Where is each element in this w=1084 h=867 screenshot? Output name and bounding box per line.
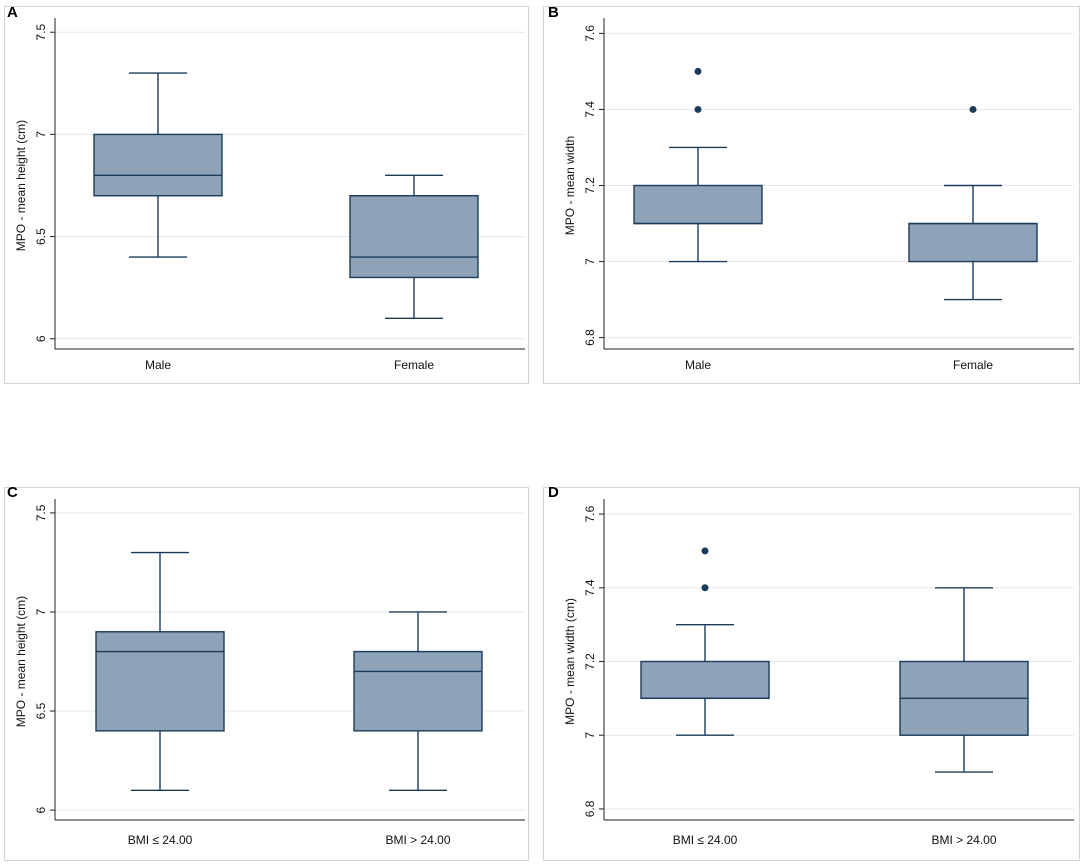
y-tick-label-1: 7 (583, 732, 597, 739)
panel-letter-a: A (7, 4, 18, 21)
y-tick-label-2: 7.2 (583, 653, 597, 670)
outlier-point-1 (694, 67, 702, 75)
iqr-box (353, 650, 483, 732)
panel-letter-c: C (7, 484, 18, 501)
box-group-1 (899, 587, 1029, 773)
panel-d: 6.8 7 7.2 7.4 7.6 MPO - mean width (cm) BMI ≤ … (543, 487, 1080, 861)
iqr-box (95, 631, 225, 732)
y-tick-label-3: 7.5 (34, 504, 48, 521)
y-tick-label-0: 6.8 (583, 800, 597, 817)
box-group-0 (93, 72, 223, 258)
y-tick-label-0: 6.8 (583, 329, 597, 346)
y-axis-label: MPO - mean width (563, 136, 577, 235)
iqr-box (633, 184, 763, 225)
y-tick-label-3: 7.4 (583, 579, 597, 596)
chart-c: 6 6.5 7 7.5 MPO - mean height (cm) BMI ≤ 24.0… (14, 499, 525, 847)
box-group-1 (908, 105, 1038, 301)
box-group-0 (633, 67, 763, 263)
outlier-point-0 (701, 584, 709, 592)
y-tick-label-1: 7 (583, 258, 597, 265)
x-category-label-0: Male (685, 358, 711, 372)
outlier-point-0 (694, 105, 702, 113)
y-tick-label-4: 7.6 (583, 505, 597, 522)
chart-a: 6 6.5 7 7.5 MPO - mean height (cm) Male Female (14, 18, 525, 372)
panel-letter-b: B (548, 4, 559, 21)
chart-d: 6.8 7 7.2 7.4 7.6 MPO - mean width (cm) BMI ≤ … (563, 499, 1074, 847)
panel-a: 6 6.5 7 7.5 MPO - mean height (cm) Male Female (4, 6, 529, 384)
y-axis-label: MPO - mean width (cm) (563, 598, 577, 725)
y-tick-label-0: 6 (34, 806, 48, 813)
outlier-point-0 (969, 105, 977, 113)
outlier-point-1 (701, 547, 709, 555)
box-group-0 (640, 547, 770, 736)
iqr-box (640, 660, 770, 700)
iqr-box (349, 195, 479, 279)
panel-b: 6.8 7 7.2 7.4 7.6 MPO - mean width Male Female (543, 6, 1080, 384)
iqr-box (908, 222, 1038, 263)
x-category-label-1: BMI > 24.00 (931, 833, 996, 847)
box-group-1 (349, 174, 479, 320)
y-tick-label-0: 6 (34, 335, 48, 342)
y-tick-label-4: 7.6 (583, 25, 597, 42)
y-tick-label-2: 7 (34, 131, 48, 138)
iqr-box (93, 133, 223, 197)
y-axis-label: MPO - mean height (cm) (14, 120, 28, 251)
box-group-0 (95, 551, 225, 791)
y-tick-label-3: 7.5 (34, 24, 48, 41)
y-tick-label-1: 6.5 (34, 702, 48, 719)
y-tick-label-3: 7.4 (583, 101, 597, 118)
x-category-label-1: BMI > 24.00 (385, 833, 450, 847)
x-category-label-1: Female (394, 358, 434, 372)
y-axis-label: MPO - mean height (cm) (14, 596, 28, 727)
x-category-label-0: Male (145, 358, 171, 372)
x-category-label-0: BMI ≤ 24.00 (673, 833, 738, 847)
x-category-label-1: Female (953, 358, 993, 372)
box-group-1 (353, 611, 483, 791)
y-tick-label-1: 6.5 (34, 228, 48, 245)
x-category-label-0: BMI ≤ 24.00 (128, 833, 193, 847)
y-tick-label-2: 7.2 (583, 177, 597, 194)
panel-c: 6 6.5 7 7.5 MPO - mean height (cm) BMI ≤ 24.0… (4, 487, 529, 861)
y-tick-label-2: 7 (34, 608, 48, 615)
chart-b: 6.8 7 7.2 7.4 7.6 MPO - mean width Male Female (563, 18, 1074, 372)
panel-letter-d: D (548, 484, 559, 501)
